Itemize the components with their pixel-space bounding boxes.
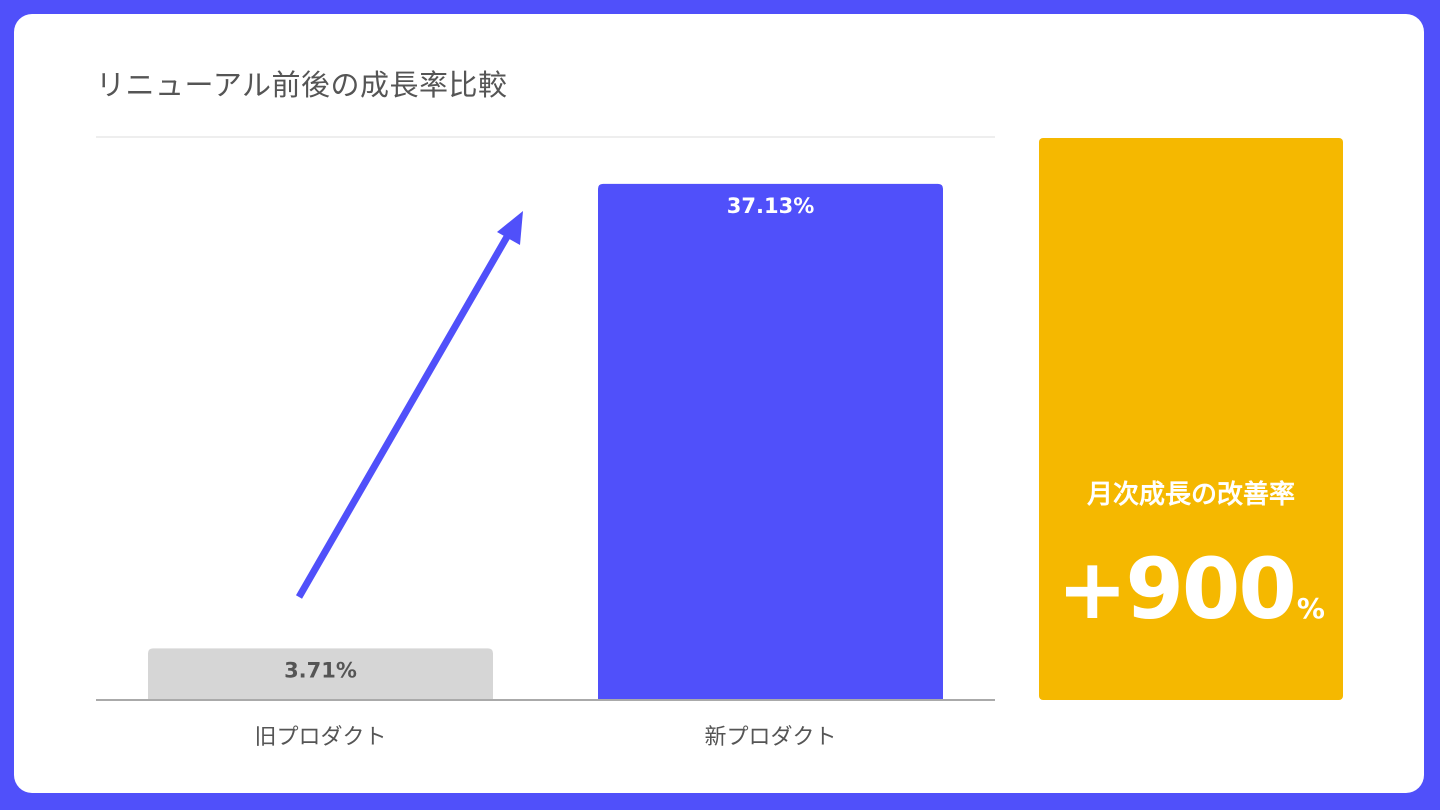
kpi-number: +900 [1057,540,1297,638]
growth-arrow-icon [295,211,523,599]
kpi-value: +900% [1039,540,1343,638]
x-tick-label: 新プロダクト [704,725,836,750]
bar-old-product [148,648,493,700]
kpi-label: 月次成長の改善率 [1086,480,1295,510]
improvement-kpi-card: 月次成長の改善率 +900% [1039,138,1343,700]
bars-layer [148,183,943,700]
kpi-unit: % [1296,592,1325,625]
data-label: 3.71% [284,658,357,682]
data-label: 37.13% [727,194,814,218]
labels-layer: 3.71% 旧プロダクト 37.13% 新プロダクト [254,194,836,750]
x-tick-label: 旧プロダクト [254,725,386,750]
bar-new-product [598,183,943,700]
chart-title: リニューアル前後の成長率比較 [96,68,508,102]
